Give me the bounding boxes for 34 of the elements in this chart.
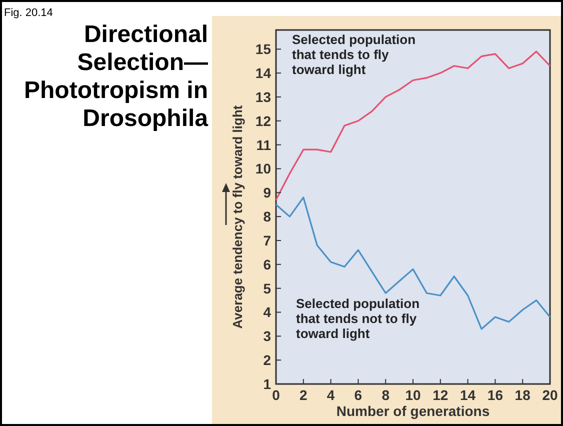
x-tick-label: 16	[487, 387, 504, 403]
x-axis-title: Number of generations	[336, 403, 490, 419]
y-tick-label: 4	[263, 304, 272, 320]
x-tick-label: 18	[514, 387, 531, 403]
y-tick-label: 11	[256, 136, 272, 153]
y-tick-label: 7	[263, 232, 272, 248]
x-tick-label: 10	[405, 387, 421, 403]
y-tick-label: 1	[263, 376, 272, 392]
y-tick-label: 9	[263, 184, 272, 201]
x-tick-label: 4	[326, 387, 335, 403]
series-label: Selected population that tends to fly toward light	[292, 32, 416, 77]
y-tick-label: 13	[255, 88, 272, 105]
line-series	[275, 50, 551, 201]
x-tick-label: 6	[354, 387, 362, 403]
text: Directional Selection—Phototropism in Drosophila	[24, 21, 209, 132]
x-tick-label: 0	[272, 387, 280, 403]
x-tick-label: 12	[432, 387, 448, 403]
y-tick-label: 15	[255, 41, 272, 58]
series-label: Selected population that tends not to fly toward light	[296, 296, 420, 341]
y-tick-label: 5	[263, 280, 272, 296]
y-tick-label: 2	[263, 352, 272, 368]
y-tick-label: 8	[263, 208, 272, 225]
y-tick-label: 3	[263, 328, 272, 344]
y-tick-label: 10	[255, 160, 272, 177]
y-tick-label: 14	[255, 65, 272, 82]
y-axis-title: Average tendency to fly toward light	[230, 104, 245, 329]
x-tick-label: 20	[542, 387, 558, 403]
x-tick-label: 14	[460, 387, 476, 403]
y-tick-label: 12	[255, 112, 272, 129]
caption: Fig. 20.14	[4, 7, 53, 19]
x-tick-label: 8	[382, 387, 390, 403]
line-series	[275, 196, 551, 330]
y-tick-label: 6	[263, 256, 272, 272]
x-tick-label: 2	[300, 387, 308, 403]
